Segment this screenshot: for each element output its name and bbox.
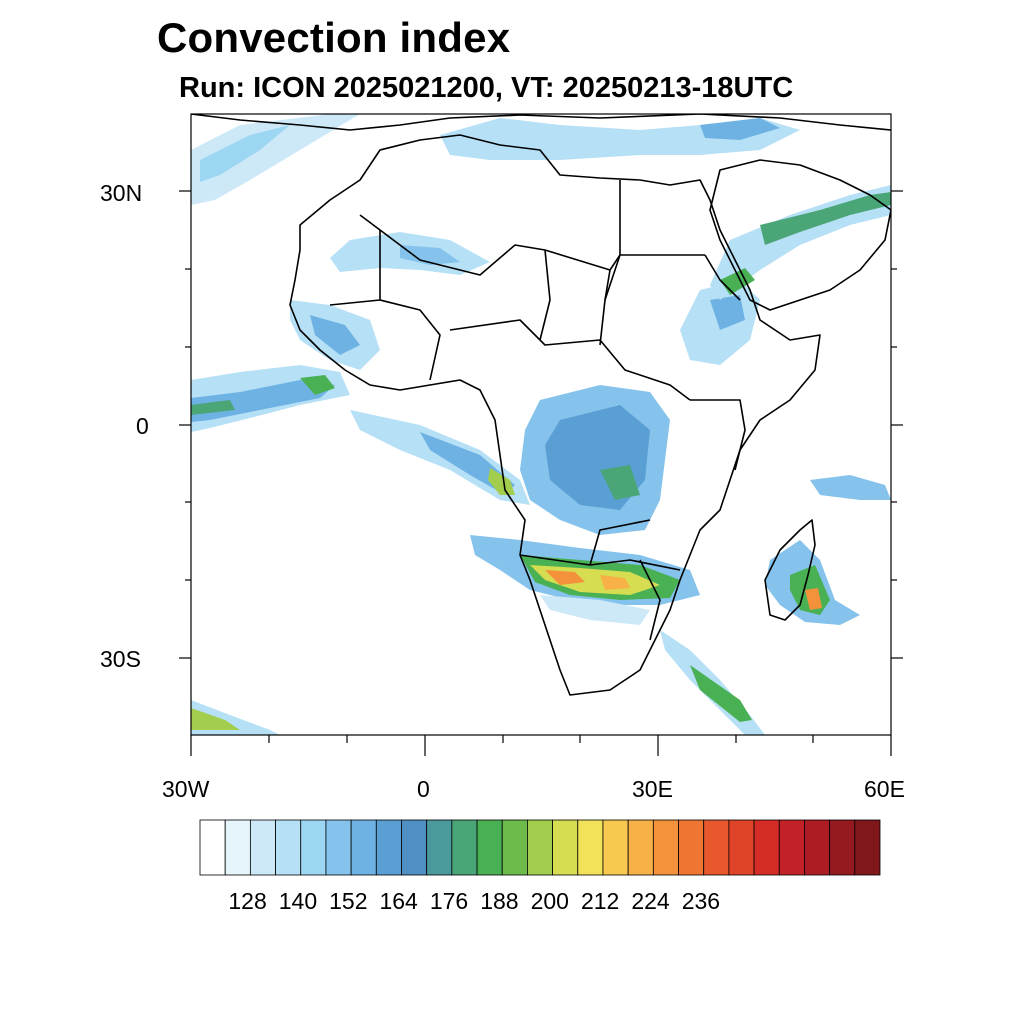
field-nw-band-core — [200, 125, 290, 182]
colorbar-swatch — [829, 819, 856, 876]
colorbar-swatch — [350, 819, 377, 876]
colorbar-swatch — [552, 819, 579, 876]
colorbar-swatch — [627, 819, 654, 876]
colorbar-swatch — [224, 819, 251, 876]
field-se-streak-mid — [690, 665, 752, 722]
field-nw-band — [191, 114, 360, 205]
lat-label-0: 0 — [136, 413, 149, 439]
colorbar-tick-label: 152 — [329, 888, 368, 914]
map-subtitle: Run: ICON 2025021200, VT: 20250213-18UTC — [179, 72, 794, 104]
field-angola-belt-orange — [545, 570, 585, 585]
lat-ticks — [179, 190, 903, 659]
colorbar-tick-label: 200 — [530, 888, 569, 914]
border-sudan — [539, 249, 611, 341]
lon-label-30w: 30W — [162, 776, 210, 802]
field-med-band-core — [700, 118, 780, 140]
colorbar-tick-label: 140 — [278, 888, 318, 914]
colorbar-tick-label: 236 — [681, 888, 721, 914]
colorbar-swatch — [300, 819, 327, 876]
colorbar-swatch — [401, 819, 428, 876]
colorbar-swatch — [804, 819, 831, 876]
field-congo-green — [600, 465, 640, 500]
colorbar-tick-label: 212 — [580, 888, 620, 914]
colorbar-swatch — [678, 819, 705, 876]
border-east — [599, 180, 746, 471]
field-horn-core — [710, 295, 745, 330]
madagascar-coastline — [764, 519, 816, 621]
colorbar-swatch — [778, 819, 805, 876]
lon-label-60e: 60E — [864, 776, 905, 802]
colorbar-swatch — [577, 819, 604, 876]
field-atlantic-band-mid — [191, 380, 335, 422]
colorbar-swatch — [602, 819, 629, 876]
colorbar-swatch — [375, 819, 402, 876]
colorbar-swatch — [451, 819, 478, 876]
colorbar-swatch — [728, 819, 755, 876]
colorbar-tick-label: 188 — [480, 888, 519, 914]
colorbar-swatch — [854, 819, 881, 876]
lat-label-30n: 30N — [100, 180, 143, 206]
field-sw-streak-core — [191, 708, 240, 730]
colorbar-swatch — [476, 819, 503, 876]
europe-coastline — [191, 114, 891, 131]
field-atlantic-band-core2 — [191, 400, 235, 415]
colorbar-swatch — [325, 819, 352, 876]
colorbar-tick-label: 176 — [429, 888, 469, 914]
map-title: Convection index — [157, 14, 511, 61]
colorbar — [199, 819, 881, 876]
field-namibia-weak — [540, 595, 650, 625]
lat-label-30s: 30S — [100, 646, 141, 672]
field-indian-ocean — [810, 475, 891, 500]
field-guinea-hotspot — [488, 468, 515, 495]
arabia-coastline — [709, 159, 891, 311]
colorbar-swatch — [249, 819, 276, 876]
coastlines — [191, 114, 891, 696]
border-west — [329, 230, 441, 381]
colorbar-swatch — [199, 819, 226, 876]
colorbar-tick-label: 224 — [631, 888, 670, 914]
colorbar-swatch — [652, 819, 679, 876]
field-west-coast-core — [310, 315, 360, 355]
field-sahara-band-core — [400, 245, 460, 265]
colorbar-swatch — [753, 819, 780, 876]
lon-label-30e: 30E — [632, 776, 673, 802]
field-atlantic-band-core — [300, 375, 335, 395]
lon-label-0: 0 — [417, 776, 430, 802]
colorbar-tick-label: 128 — [228, 888, 267, 914]
lon-ticks — [190, 735, 892, 756]
field-angola-belt-orange2 — [600, 575, 630, 590]
field-arabia-band-core — [760, 192, 891, 245]
africa-coastline — [289, 134, 821, 696]
colorbar-swatch — [703, 819, 730, 876]
colorbar-swatch — [501, 819, 528, 876]
colorbar-tick-label: 164 — [379, 888, 418, 914]
colorbar-swatch — [527, 819, 553, 876]
colorbar-swatch — [426, 819, 453, 876]
border-south — [519, 519, 681, 641]
colorbar-swatch — [275, 819, 302, 876]
field-madagascar-hot — [805, 588, 822, 610]
